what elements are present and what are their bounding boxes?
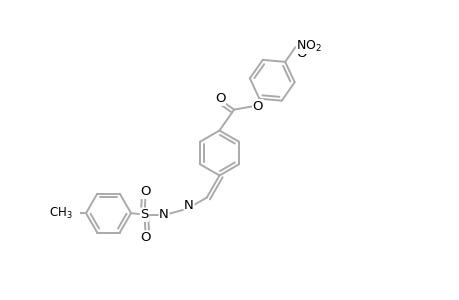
Text: CH$_3$: CH$_3$	[49, 206, 73, 221]
Text: O: O	[214, 92, 225, 105]
Text: =O: =O	[302, 39, 323, 52]
Text: O: O	[140, 185, 151, 198]
Text: N: N	[296, 39, 306, 52]
Text: N: N	[159, 208, 168, 220]
Text: O: O	[296, 47, 306, 60]
Text: O: O	[252, 100, 263, 112]
Text: NO$_2$: NO$_2$	[296, 39, 321, 54]
Text: O: O	[140, 231, 151, 244]
Text: S: S	[140, 208, 148, 221]
Text: N: N	[184, 199, 194, 212]
